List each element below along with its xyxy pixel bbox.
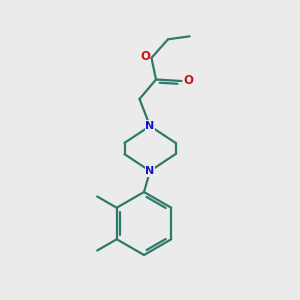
Text: N: N <box>146 121 154 131</box>
Text: O: O <box>183 74 193 88</box>
Text: O: O <box>140 50 150 63</box>
Text: N: N <box>146 166 154 176</box>
